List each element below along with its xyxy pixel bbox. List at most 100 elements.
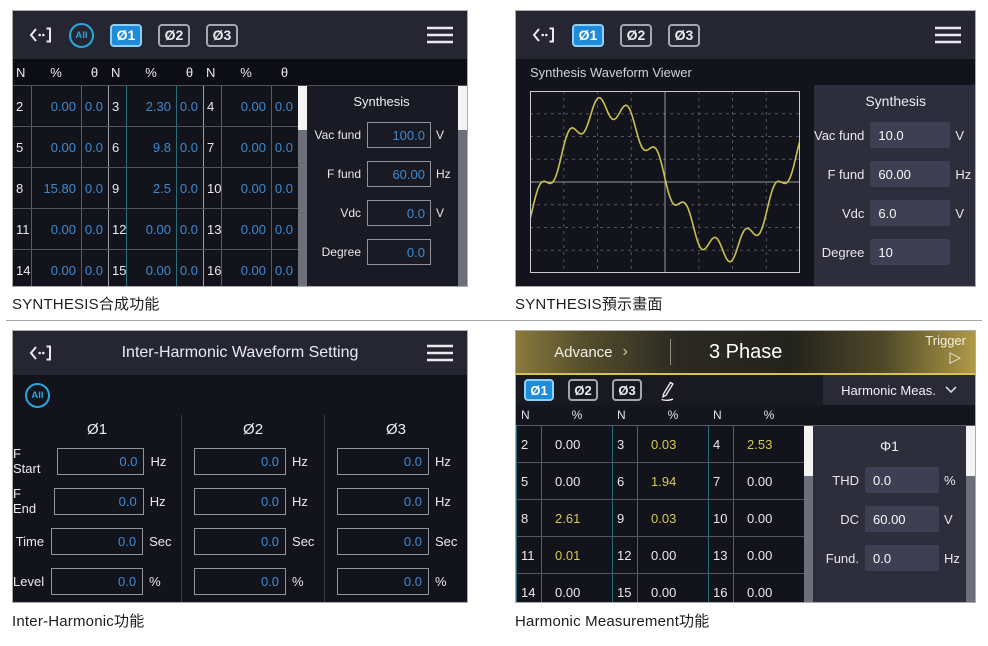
tab-phase-3[interactable]: Ø3	[668, 23, 700, 47]
breadcrumb-bar: Advance › 3 Phase Trigger ▷	[516, 331, 975, 375]
harmonic-percent-cell[interactable]: 0.00	[221, 250, 271, 286]
caption-divider	[6, 320, 982, 321]
synth-col-header-row: N% θ N% θ N% θ	[13, 59, 467, 86]
table-row: 14 0.00 0.0 15 0.00 0.0 16 0.00 0.0	[13, 250, 298, 286]
harmonic-percent-cell[interactable]: 0.00	[31, 250, 81, 286]
setting-input[interactable]: 0.0	[194, 567, 287, 595]
back-button[interactable]	[27, 343, 53, 363]
tab-phase-2[interactable]: Ø2	[158, 23, 190, 47]
setting-input[interactable]: 0.0	[53, 487, 144, 515]
harmonic-theta-cell[interactable]: 0.0	[81, 250, 108, 286]
field-input[interactable]: 10	[870, 239, 951, 265]
harmonic-theta-cell[interactable]: 0.0	[81, 86, 108, 126]
back-button[interactable]	[27, 25, 53, 45]
trigger-button[interactable]: Trigger ▷	[925, 333, 966, 368]
harmonic-theta-cell[interactable]: 0.0	[176, 86, 203, 126]
measured-percent: 0.00	[555, 473, 581, 489]
harmonic-theta-cell[interactable]: 0.0	[271, 209, 298, 249]
breadcrumb-advance[interactable]: Advance ›	[516, 343, 666, 361]
field-input[interactable]: 10.0	[870, 122, 951, 148]
field-label: F fund	[326, 167, 361, 181]
panel-scrollbar[interactable]	[458, 86, 467, 286]
field-input[interactable]: 60.00	[870, 161, 951, 187]
caption-interharmonic: Inter-Harmonic功能	[12, 613, 145, 630]
harmonic-percent-cell[interactable]: 0.00	[31, 127, 81, 167]
harmonic-percent-cell[interactable]: 2.30	[126, 86, 176, 126]
setting-input[interactable]: 0.0	[194, 447, 287, 475]
field-input[interactable]: 0.0	[367, 200, 431, 226]
scrollbar-thumb[interactable]	[458, 86, 467, 130]
harmonic-percent-cell[interactable]: 0.00	[221, 127, 271, 167]
harmonic-percent-cell[interactable]: 0.00	[31, 86, 81, 126]
setting-label: Level	[13, 573, 45, 589]
harmonic-theta-cell[interactable]: 0.0	[271, 168, 298, 208]
tab-phase-2[interactable]: Ø2	[568, 379, 598, 401]
field-input[interactable]: 6.0	[870, 200, 951, 226]
harmonic-theta-cell[interactable]: 0.0	[81, 127, 108, 167]
unit-label: Hz	[435, 453, 451, 469]
tab-phase-2[interactable]: Ø2	[620, 23, 652, 47]
harmonic-percent-cell[interactable]: 0.00	[221, 86, 271, 126]
tab-phase-1[interactable]: Ø1	[110, 23, 142, 47]
harmonic-percent-cell[interactable]: 0.00	[221, 168, 271, 208]
field-input[interactable]: 60.00	[367, 161, 431, 187]
setting-input[interactable]: 0.0	[194, 487, 287, 515]
setting-input[interactable]: 0.0	[337, 527, 429, 555]
back-button[interactable]	[530, 25, 556, 45]
setting-input[interactable]: 0.0	[56, 447, 145, 475]
harmonic-theta-cell[interactable]: 0.0	[271, 86, 298, 126]
setting-input[interactable]: 0.0	[51, 567, 144, 595]
harmonic-order: 12	[612, 537, 638, 573]
setting-input[interactable]: 0.0	[337, 567, 429, 595]
tab-phase-1[interactable]: Ø1	[572, 23, 604, 47]
field-input: 0.0	[865, 545, 939, 571]
field-input[interactable]: 0.0	[367, 239, 431, 265]
harmonic-theta-cell[interactable]: 0.0	[81, 168, 108, 208]
harmonic-percent-cell[interactable]: 0.00	[126, 209, 176, 249]
setting-row: F Start 0.0 Hz	[13, 441, 181, 481]
panel-scrollbar[interactable]	[966, 426, 975, 602]
all-phases-button[interactable]: All	[25, 382, 50, 408]
harmonic-order: 15	[108, 250, 126, 286]
menu-button[interactable]	[427, 344, 453, 362]
field-label: F fund	[827, 166, 865, 182]
setting-input[interactable]: 0.0	[51, 527, 144, 555]
caption-harmonic-measurement: Harmonic Measurement功能	[515, 613, 710, 630]
setting-input[interactable]: 0.0	[337, 487, 429, 515]
play-icon: ▷	[949, 349, 961, 367]
col-header-percent: %	[763, 408, 775, 422]
setting-row: Time 0.0 Sec	[13, 521, 181, 561]
tab-phase-3[interactable]: Ø3	[612, 379, 642, 401]
harmonic-theta-cell[interactable]: 0.0	[271, 250, 298, 286]
tab-phase-1[interactable]: Ø1	[524, 379, 554, 401]
tab-phase-3[interactable]: Ø3	[206, 23, 238, 47]
scrollbar-thumb[interactable]	[298, 86, 307, 130]
scrollbar-thumb[interactable]	[966, 426, 975, 476]
harmonic-theta-cell[interactable]: 0.0	[271, 127, 298, 167]
harmonic-theta-cell[interactable]: 0.0	[176, 127, 203, 167]
harmonic-percent-cell[interactable]: 0.00	[221, 209, 271, 249]
harmonic-theta-cell[interactable]: 0.0	[81, 209, 108, 249]
harmonic-percent-cell[interactable]: 0.00	[126, 250, 176, 286]
field-label: Vac fund	[314, 128, 361, 142]
harmonic-theta-cell[interactable]: 0.0	[176, 168, 203, 208]
harmonic-theta-cell[interactable]: 0.0	[176, 250, 203, 286]
harmonic-function-dropdown[interactable]: Harmonic Meas.	[823, 375, 975, 405]
harmonic-theta-cell[interactable]: 0.0	[176, 209, 203, 249]
scrollbar-thumb[interactable]	[804, 426, 813, 476]
table-row: 2 0.00 0.0 3 2.30 0.0 4 0.00 0.0	[13, 86, 298, 127]
harmonic-percent-cell[interactable]: 0.00	[31, 209, 81, 249]
setting-input[interactable]: 0.0	[194, 527, 287, 555]
table-scrollbar[interactable]	[298, 86, 307, 286]
harmonic-percent-cell[interactable]: 2.5	[126, 168, 176, 208]
phase-column: Ø2 0.0 Hz 0.0 Hz 0.0 Sec 0.0%	[181, 415, 324, 602]
harmonic-percent-cell[interactable]: 9.8	[126, 127, 176, 167]
all-phases-button[interactable]: All	[69, 22, 94, 48]
field-input[interactable]: 100.0	[367, 122, 431, 148]
menu-button[interactable]	[427, 26, 453, 44]
menu-button[interactable]	[935, 26, 961, 44]
table-scrollbar[interactable]	[804, 426, 813, 602]
setting-input[interactable]: 0.0	[337, 447, 429, 475]
harmonic-percent-cell[interactable]: 15.80	[31, 168, 81, 208]
edit-button[interactable]	[656, 379, 678, 401]
